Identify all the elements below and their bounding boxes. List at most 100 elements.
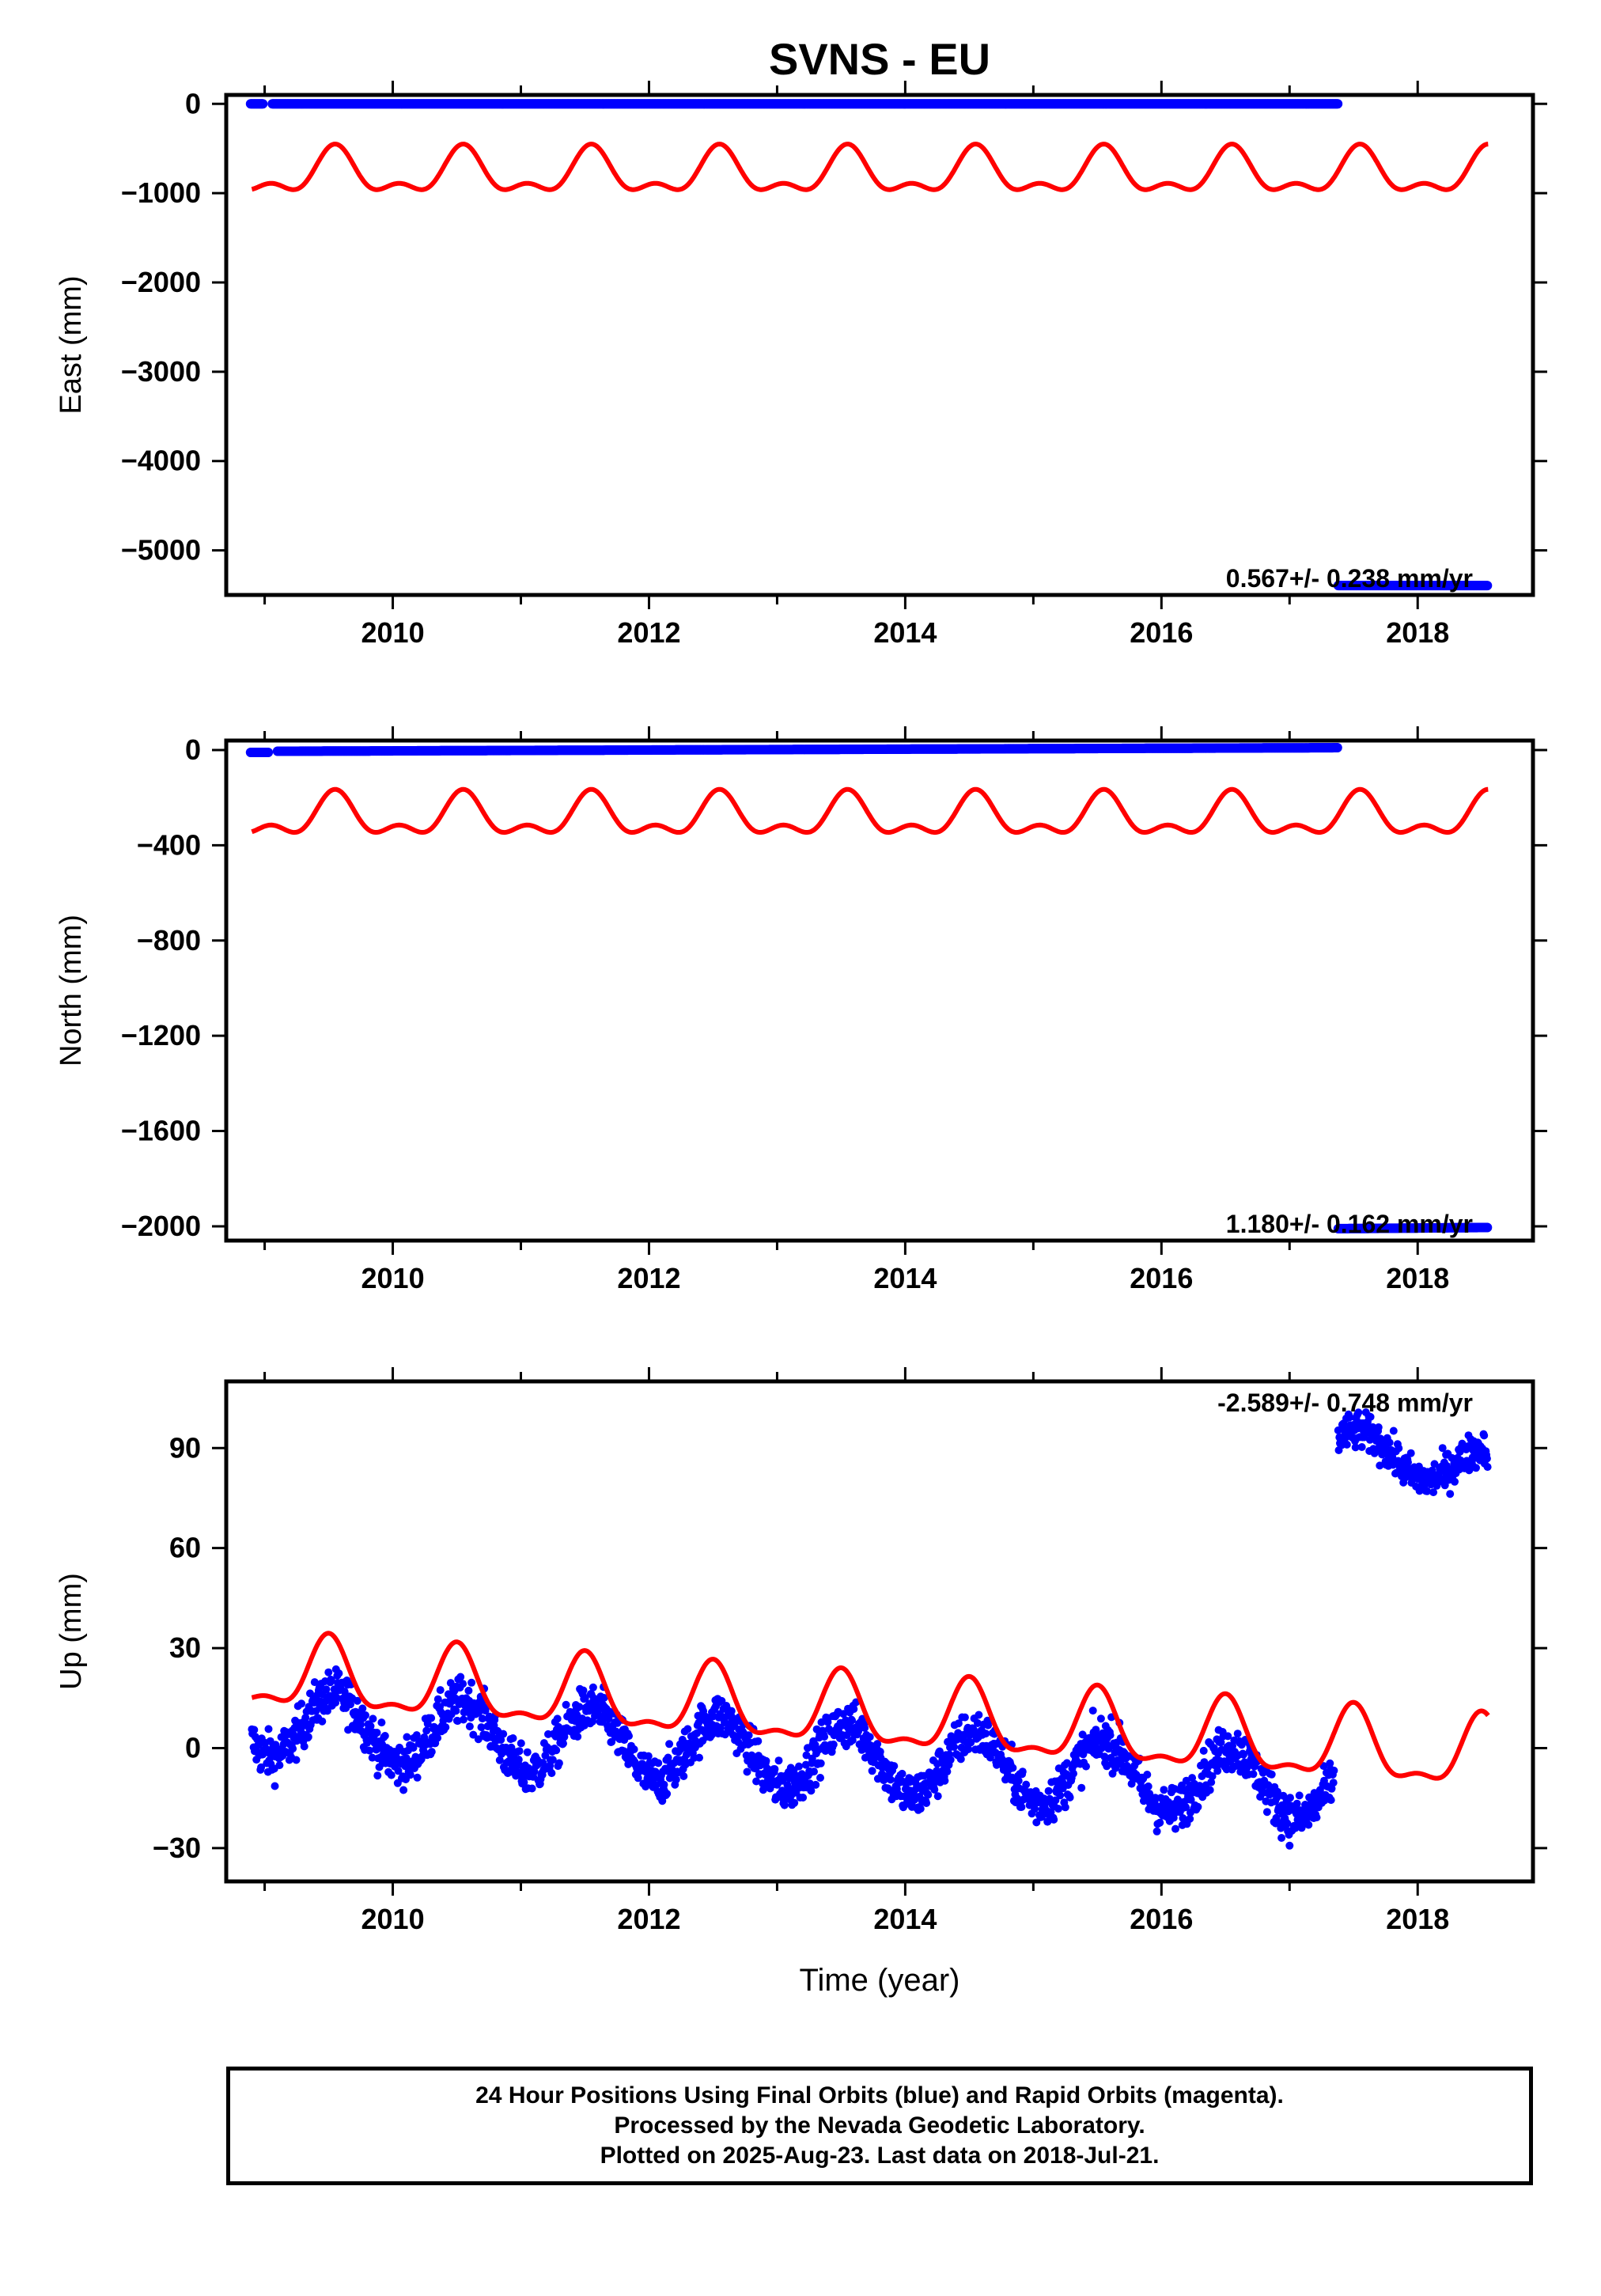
data-point <box>507 1743 516 1752</box>
data-point <box>839 1710 848 1718</box>
data-point <box>323 1707 331 1715</box>
data-point <box>1160 1786 1168 1794</box>
x-tick-label: 2010 <box>361 616 425 649</box>
data-point <box>327 1677 335 1684</box>
data-point <box>387 1771 396 1779</box>
data-point <box>672 1775 680 1784</box>
data-point <box>475 1707 483 1716</box>
data-point <box>553 1714 562 1723</box>
data-point <box>1050 1815 1058 1824</box>
data-point <box>394 1767 403 1775</box>
data-point <box>1199 1746 1208 1755</box>
data-point <box>1482 1222 1493 1233</box>
data-point <box>264 1725 273 1733</box>
y-axis-label: North (mm) <box>55 915 88 1067</box>
data-point <box>1156 1818 1164 1827</box>
data-point <box>663 1790 672 1798</box>
data-point <box>275 1761 284 1770</box>
y-tick-label: −2000 <box>121 1210 201 1242</box>
data-point <box>552 1746 561 1755</box>
data-point <box>579 1686 588 1695</box>
observed-points <box>245 99 1493 591</box>
data-point <box>1171 1824 1179 1833</box>
data-point <box>459 1715 467 1724</box>
data-point <box>850 1705 858 1714</box>
data-point <box>353 1696 361 1705</box>
x-tick-label: 2016 <box>1130 616 1193 649</box>
data-point <box>548 1756 557 1764</box>
data-point <box>573 1733 582 1741</box>
data-point <box>1224 1732 1232 1741</box>
data-point <box>854 1727 863 1736</box>
data-point <box>422 1726 431 1735</box>
data-point <box>1152 1827 1161 1836</box>
y-tick-label: −1600 <box>121 1115 201 1147</box>
data-point <box>790 1798 799 1807</box>
y-axis-label: East (mm) <box>55 275 88 414</box>
data-point <box>857 1745 866 1754</box>
data-point <box>258 99 268 109</box>
data-point <box>1096 1714 1105 1723</box>
data-point <box>365 1746 374 1755</box>
x-tick-label: 2014 <box>873 1262 937 1294</box>
data-point <box>644 1752 653 1760</box>
data-point <box>399 1786 408 1794</box>
data-point <box>954 1719 963 1728</box>
data-point <box>271 1782 279 1790</box>
x-tick-label: 2018 <box>1386 616 1449 649</box>
data-point <box>465 1722 474 1731</box>
data-point <box>1169 1813 1178 1822</box>
data-point <box>820 1733 829 1741</box>
data-point <box>478 1714 486 1723</box>
data-point <box>257 1763 266 1771</box>
data-point <box>499 1730 508 1738</box>
x-tick-label: 2012 <box>617 1262 680 1294</box>
data-point <box>975 1711 983 1719</box>
data-point <box>898 1769 906 1778</box>
data-point <box>346 1700 354 1709</box>
data-point <box>946 1756 955 1764</box>
data-point <box>464 1686 473 1695</box>
data-point <box>762 1756 770 1765</box>
x-tick-label: 2018 <box>1386 1262 1449 1294</box>
data-point <box>467 1678 476 1687</box>
y-tick-label: −800 <box>137 924 201 957</box>
observed-points <box>248 1408 1492 1850</box>
data-point <box>369 1714 377 1723</box>
data-point <box>427 1714 436 1722</box>
data-point <box>1022 1780 1031 1789</box>
data-point <box>1179 1814 1187 1822</box>
data-point <box>456 1673 465 1681</box>
data-point <box>477 1723 486 1732</box>
data-point <box>1014 1776 1023 1785</box>
data-point <box>1332 743 1342 752</box>
observed-points <box>245 743 1493 1233</box>
plot-area-north <box>245 743 1493 1233</box>
data-point <box>1031 1805 1039 1813</box>
data-point <box>409 1744 418 1752</box>
data-point <box>562 1700 570 1709</box>
data-point <box>1182 1803 1190 1812</box>
data-point <box>754 1737 763 1745</box>
data-point <box>523 1748 532 1756</box>
data-point <box>799 1794 808 1802</box>
data-point <box>581 1694 589 1703</box>
data-point <box>1194 1802 1202 1811</box>
y-tick-label: 0 <box>185 733 201 766</box>
data-point <box>922 1799 931 1807</box>
data-point <box>807 1786 816 1795</box>
data-point <box>509 1734 517 1742</box>
data-point <box>727 1707 736 1715</box>
data-point <box>780 1801 789 1809</box>
data-point <box>600 1694 608 1702</box>
data-point <box>933 1792 942 1801</box>
data-point <box>358 1704 367 1713</box>
data-point <box>890 1762 899 1771</box>
data-point <box>474 1735 483 1744</box>
data-point <box>433 1733 442 1742</box>
data-point <box>297 1699 306 1708</box>
data-point <box>683 1725 692 1733</box>
data-point <box>310 1678 319 1687</box>
data-point <box>1061 1803 1069 1812</box>
